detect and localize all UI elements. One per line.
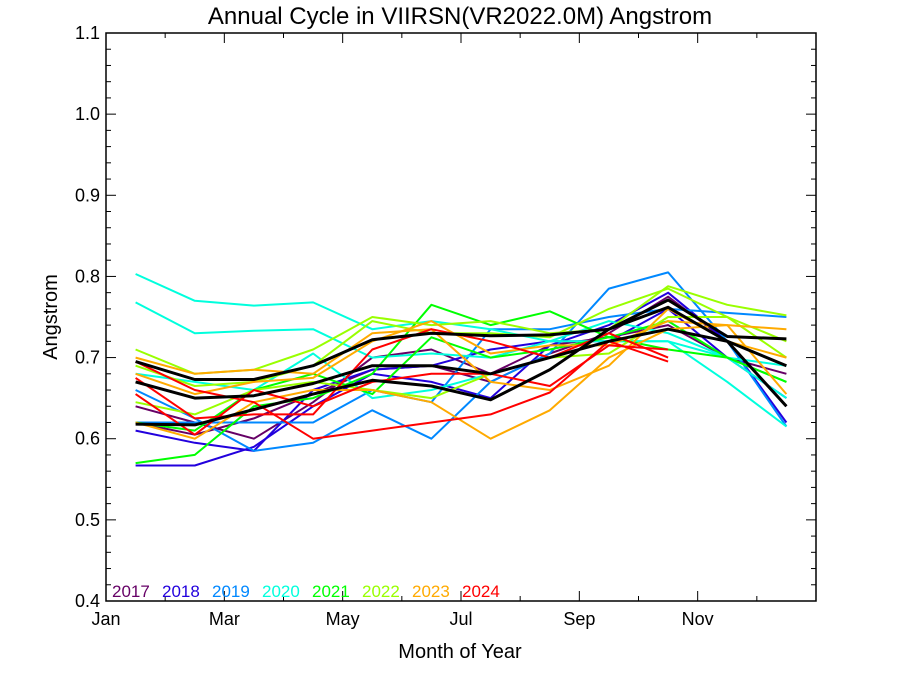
x-axis-label: Month of Year xyxy=(398,641,522,663)
y-tick-label: 1.0 xyxy=(75,104,100,124)
series-line-2019 xyxy=(135,307,787,424)
y-tick-label: 0.9 xyxy=(75,185,100,205)
y-axis-label: Angstrom xyxy=(40,274,62,360)
climatology-line xyxy=(135,298,787,381)
y-tick-label: 0.7 xyxy=(75,348,100,368)
legend-item: 2024 xyxy=(462,582,500,601)
legend-item: 2021 xyxy=(312,582,350,601)
chart-title: Annual Cycle in VIIRSN(VR2022.0M) Angstr… xyxy=(208,3,712,30)
x-tick-label: Nov xyxy=(682,609,714,629)
series-line-2024 xyxy=(135,344,669,436)
plot-frame xyxy=(105,32,817,602)
series-line-2022 xyxy=(135,316,787,416)
legend-item: 2023 xyxy=(412,582,450,601)
y-tick-label: 1.1 xyxy=(75,23,100,43)
series-line-2023 xyxy=(135,324,787,440)
series-line-2023 xyxy=(135,320,788,396)
y-tick-label: 0.4 xyxy=(75,591,100,611)
x-tick-label: Jul xyxy=(449,609,472,629)
legend-item: 2017 xyxy=(112,582,150,601)
climatology-line xyxy=(135,305,788,427)
legend-item: 2019 xyxy=(212,582,250,601)
x-tick-label: Sep xyxy=(563,609,595,629)
series-line-2020 xyxy=(135,340,787,400)
y-tick-label: 0.5 xyxy=(75,510,100,530)
axis-ticks xyxy=(105,32,816,602)
series-line-2020 xyxy=(135,273,788,428)
climatology-line xyxy=(135,327,787,400)
x-tick-label: May xyxy=(326,609,360,629)
legend-item: 2022 xyxy=(362,582,400,601)
y-tick-label: 0.8 xyxy=(75,266,100,286)
x-tick-label: Jan xyxy=(91,609,120,629)
legend: 2017 2018 2019 2020 2021 2022 2023 2024 xyxy=(112,582,500,601)
series-line-2019 xyxy=(135,271,788,452)
series-layer xyxy=(135,271,788,467)
legend-item: 2020 xyxy=(262,582,300,601)
y-tick-label: 0.6 xyxy=(75,429,100,449)
x-tick-label: Mar xyxy=(209,609,240,629)
legend-item: 2018 xyxy=(162,582,200,601)
tick-labels: 0.4 0.5 0.6 0.7 0.8 0.9 1.0 1.1 Jan Mar May Jul Sep N… xyxy=(75,23,714,629)
